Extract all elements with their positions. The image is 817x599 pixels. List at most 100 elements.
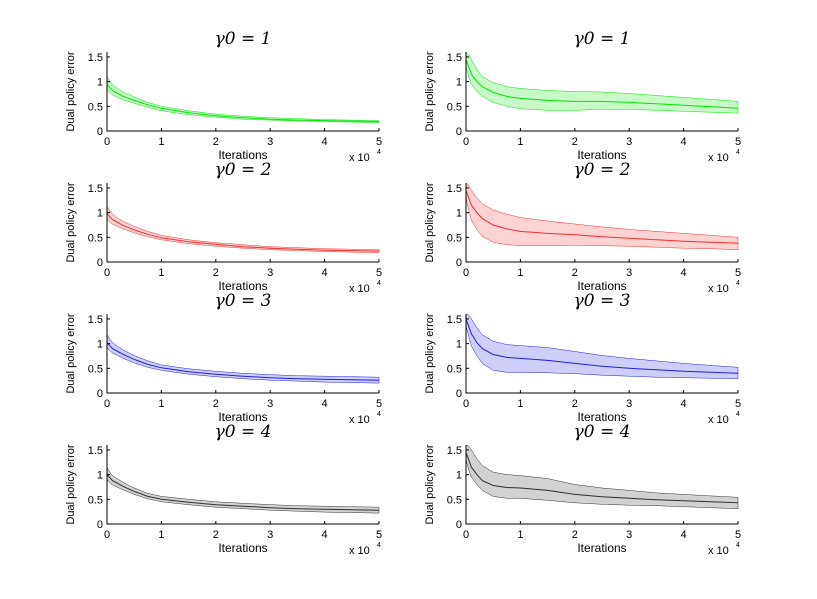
y-tick-label: 1.5 [88, 52, 103, 64]
y-tick-label: 0.5 [88, 232, 103, 244]
y-axis-label: Dual policy error [65, 182, 77, 262]
x-tick-label: 5 [376, 529, 382, 541]
y-tick-label: 0.5 [447, 363, 462, 375]
x-tick-label: 0 [463, 267, 469, 279]
subplot-title: γ0 = 1 [574, 29, 631, 49]
x-multiplier-exponent: 4 [377, 280, 381, 287]
y-tick-label: 0.5 [88, 101, 103, 113]
y-tick-label: 1.5 [447, 314, 462, 326]
x-tick-label: 2 [213, 136, 219, 148]
x-tick-label: 1 [517, 529, 523, 541]
y-tick-label: 0.5 [447, 101, 462, 113]
y-axis-label: Dual policy error [65, 51, 77, 131]
x-tick-label: 0 [463, 398, 469, 410]
x-tick-label: 4 [322, 529, 328, 541]
mean-line [106, 83, 380, 123]
confidence-band [106, 466, 380, 514]
y-tick-label: 1 [456, 208, 462, 220]
x-tick-label: 3 [626, 267, 632, 279]
x-tick-label: 3 [267, 267, 273, 279]
y-axis-label: Dual policy error [424, 444, 436, 524]
x-tick-label: 2 [213, 398, 219, 410]
confidence-band [465, 313, 739, 379]
x-multiplier: x 10 [349, 545, 370, 557]
y-tick-label: 0 [456, 388, 462, 400]
x-tick-label: 3 [626, 529, 632, 541]
y-axis-label: Dual policy error [424, 313, 436, 393]
subplot-title: γ0 = 1 [215, 29, 272, 49]
x-multiplier: x 10 [349, 152, 370, 164]
x-tick-label: 3 [267, 398, 273, 410]
x-tick-label: 4 [681, 398, 687, 410]
x-tick-label: 2 [572, 398, 578, 410]
x-tick-label: 5 [735, 136, 741, 148]
mean-line [106, 342, 380, 381]
confidence-band [465, 182, 739, 250]
x-tick-label: 3 [626, 398, 632, 410]
mean-line [465, 452, 739, 504]
y-tick-label: 1 [97, 77, 103, 89]
y-tick-label: 1 [97, 470, 103, 482]
y-tick-label: 0.5 [88, 363, 103, 375]
x-tick-label: 4 [681, 136, 687, 148]
x-multiplier-exponent: 4 [736, 542, 740, 549]
y-tick-label: 0 [456, 519, 462, 531]
x-tick-label: 1 [158, 398, 164, 410]
y-tick-label: 0.5 [88, 494, 103, 506]
x-multiplier-exponent: 4 [377, 411, 381, 418]
x-multiplier-exponent: 4 [736, 149, 740, 156]
mean-line [106, 213, 380, 252]
y-tick-label: 0 [97, 519, 103, 531]
x-axis-label: Iterations [577, 541, 626, 555]
confidence-band [465, 51, 739, 114]
y-axis-label: Dual policy error [424, 51, 436, 131]
y-tick-label: 0 [456, 126, 462, 138]
x-multiplier: x 10 [708, 152, 729, 164]
x-tick-label: 1 [158, 136, 164, 148]
x-axis-label: Iterations [577, 279, 626, 293]
confidence-band [106, 205, 380, 253]
y-tick-label: 0.5 [447, 494, 462, 506]
y-tick-label: 0 [97, 257, 103, 269]
x-tick-label: 0 [104, 267, 110, 279]
y-tick-label: 0 [97, 388, 103, 400]
y-tick-label: 1.5 [88, 314, 103, 326]
x-tick-label: 3 [267, 529, 273, 541]
y-tick-label: 0.5 [447, 232, 462, 244]
y-axis-label: Dual policy error [65, 444, 77, 524]
mean-line [465, 190, 739, 244]
x-tick-label: 2 [572, 136, 578, 148]
x-tick-label: 1 [158, 267, 164, 279]
x-tick-label: 4 [681, 267, 687, 279]
x-tick-label: 5 [735, 398, 741, 410]
x-axis-label: Iterations [577, 410, 626, 424]
x-multiplier-exponent: 4 [736, 280, 740, 287]
x-tick-label: 2 [572, 529, 578, 541]
x-axis-label: Iterations [218, 541, 267, 555]
x-multiplier-exponent: 4 [377, 542, 381, 549]
x-tick-label: 3 [626, 136, 632, 148]
y-tick-label: 1 [97, 339, 103, 351]
y-tick-label: 1 [97, 208, 103, 220]
x-tick-label: 1 [517, 398, 523, 410]
x-tick-label: 5 [735, 529, 741, 541]
x-tick-label: 2 [572, 267, 578, 279]
y-tick-label: 1.5 [447, 52, 462, 64]
x-tick-label: 0 [463, 529, 469, 541]
x-multiplier-exponent: 4 [736, 411, 740, 418]
confidence-band [106, 75, 380, 123]
x-tick-label: 0 [104, 136, 110, 148]
x-tick-label: 5 [376, 398, 382, 410]
y-axis-label: Dual policy error [424, 182, 436, 262]
x-axis-label: Iterations [577, 148, 626, 162]
mean-line [465, 59, 739, 109]
subplot-title: γ0 = 4 [574, 422, 631, 442]
x-tick-label: 5 [376, 267, 382, 279]
